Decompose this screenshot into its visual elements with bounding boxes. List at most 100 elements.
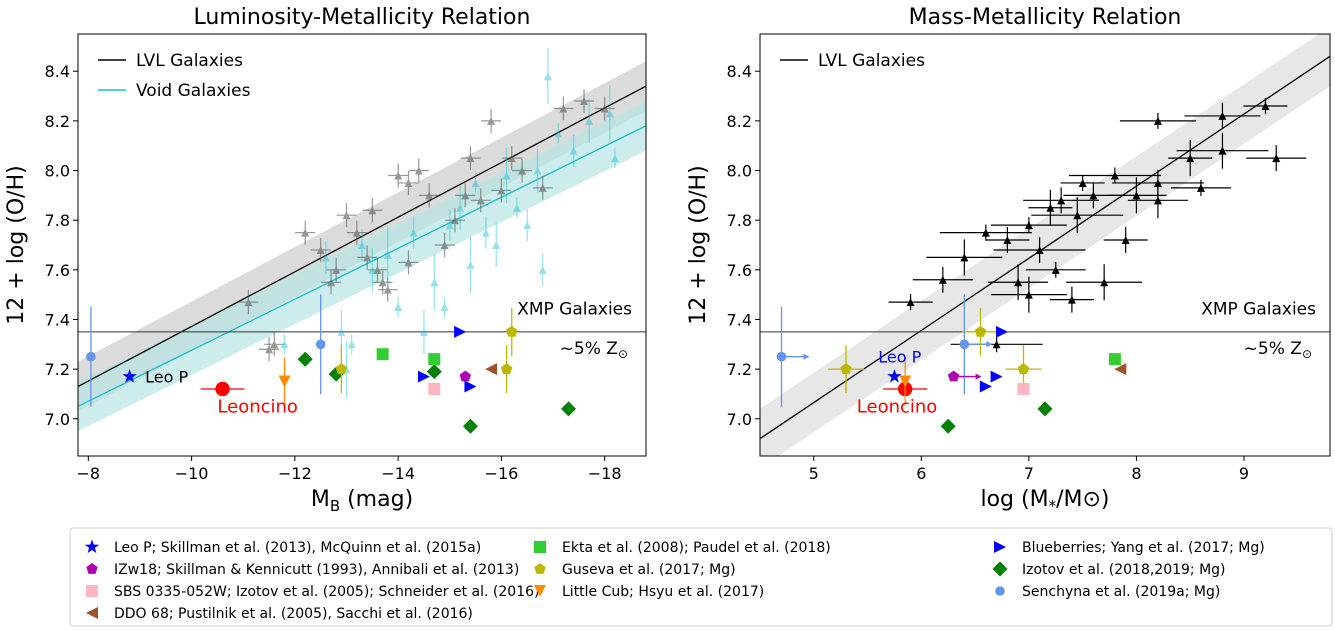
axes-frame bbox=[759, 33, 1331, 457]
lvl-point bbox=[990, 217, 1067, 234]
lvl-marker bbox=[440, 241, 449, 249]
special-marker-shape bbox=[454, 325, 467, 338]
shared-legend-marker-shape bbox=[994, 541, 1006, 553]
lvl-marker bbox=[1218, 146, 1227, 155]
lvl-point bbox=[926, 239, 1003, 276]
special-marker-shape bbox=[561, 401, 577, 417]
void-marker bbox=[492, 241, 501, 249]
annotation-xmp: XMP Galaxies bbox=[517, 300, 632, 320]
lvl-marker-shape bbox=[1153, 196, 1162, 205]
lvl-point bbox=[912, 266, 973, 293]
lvl-marker bbox=[466, 154, 475, 163]
lvl-point bbox=[939, 224, 1032, 241]
lvl-point bbox=[259, 337, 280, 362]
shared-legend-label: Ekta et al. (2008); Paudel et al. (2018) bbox=[562, 540, 831, 556]
lvl-marker bbox=[497, 186, 506, 195]
lvl-marker bbox=[404, 178, 413, 187]
shared-legend-marker bbox=[992, 561, 1008, 577]
x-tick-label: 9 bbox=[1239, 464, 1249, 483]
void-marker bbox=[337, 327, 346, 336]
void-marker-shape bbox=[358, 241, 366, 249]
special-point-blueberries bbox=[995, 325, 1008, 338]
special-point-izotov-2018 bbox=[561, 401, 577, 417]
lvl-marker-shape bbox=[270, 340, 279, 349]
lvl-marker-shape bbox=[1051, 265, 1060, 274]
lvl-marker bbox=[1186, 154, 1195, 163]
lvl-marker bbox=[1272, 154, 1281, 163]
void-marker-shape bbox=[533, 166, 542, 175]
lvl-marker bbox=[1078, 178, 1087, 187]
lvl-marker-shape bbox=[327, 278, 336, 287]
special-marker-shape bbox=[979, 380, 992, 393]
lvl-marker bbox=[1089, 191, 1098, 200]
special-marker-shape bbox=[428, 382, 441, 395]
special-marker bbox=[485, 363, 498, 376]
special-marker-shape bbox=[417, 370, 430, 383]
lvl-point bbox=[1031, 197, 1124, 234]
void-point bbox=[321, 241, 330, 274]
void-marker-shape bbox=[611, 154, 620, 163]
void-marker bbox=[358, 241, 366, 249]
shared-legend-label: IZw18; Skillman & Kennicutt (1993), Anni… bbox=[114, 562, 519, 578]
lvl-marker-shape bbox=[1035, 245, 1044, 254]
void-point bbox=[605, 85, 614, 142]
special-marker bbox=[1114, 363, 1127, 376]
shared-legend-label: Guseva et al. (2017; Mg) bbox=[562, 562, 736, 578]
lvl-marker bbox=[383, 285, 392, 294]
lvl-marker bbox=[1100, 278, 1109, 287]
special-marker bbox=[454, 325, 467, 338]
special-point-ddo-68 bbox=[485, 363, 498, 376]
void-point bbox=[419, 309, 428, 354]
chart-title: Luminosity-Metallicity Relation bbox=[194, 5, 531, 30]
special-marker-shape bbox=[506, 325, 518, 337]
lvl-point bbox=[1066, 264, 1143, 301]
special-marker bbox=[459, 370, 471, 382]
special-point-senchyna bbox=[86, 306, 96, 407]
lvl-marker-shape bbox=[466, 154, 475, 163]
lvl-marker bbox=[414, 166, 423, 175]
lvl-marker-shape bbox=[404, 258, 413, 267]
special-marker-shape bbox=[995, 325, 1008, 338]
void-marker-shape bbox=[585, 116, 594, 125]
shared-legend-marker-shape bbox=[86, 563, 98, 574]
y-tick-label: 7.6 bbox=[727, 261, 752, 280]
lvl-marker bbox=[600, 104, 609, 113]
special-point-izotov-2018 bbox=[940, 418, 956, 434]
x-tick-label: −16 bbox=[485, 464, 519, 483]
void-marker-shape bbox=[383, 250, 392, 259]
special-marker bbox=[215, 381, 230, 397]
x-axis-label-unit: (mag) bbox=[340, 487, 413, 512]
special-marker bbox=[995, 325, 1008, 338]
lvl-marker-shape bbox=[440, 241, 449, 249]
lvl-marker-shape bbox=[378, 278, 387, 287]
lvl-marker bbox=[368, 206, 377, 215]
lvl-point bbox=[1127, 182, 1188, 219]
special-marker-shape bbox=[947, 370, 960, 382]
shared-legend-marker-shape bbox=[534, 585, 546, 597]
void-marker-shape bbox=[456, 203, 465, 212]
lvl-marker-shape bbox=[476, 196, 485, 205]
void-marker bbox=[481, 228, 490, 237]
special-marker-shape bbox=[278, 375, 291, 388]
lvl-marker-shape bbox=[1272, 154, 1281, 163]
void-marker bbox=[466, 260, 475, 269]
shared-legend-label: Izotov et al. (2018,2019; Mg) bbox=[1022, 562, 1226, 578]
lvl-marker bbox=[518, 166, 527, 175]
x-axis-label-unit: /M⊙) bbox=[1056, 487, 1109, 512]
void-marker-shape bbox=[471, 178, 480, 187]
special-marker bbox=[500, 363, 513, 374]
special-point-blueberries bbox=[979, 380, 992, 393]
lvl-marker-shape bbox=[363, 253, 372, 262]
x-axis-label-main: M bbox=[311, 487, 330, 512]
lvl-point bbox=[310, 237, 331, 262]
lvl-point bbox=[326, 257, 347, 282]
lvl-point bbox=[264, 332, 285, 357]
lvl-marker bbox=[507, 154, 516, 163]
lvl-point bbox=[1023, 187, 1100, 214]
void-marker bbox=[538, 265, 547, 274]
void-point bbox=[585, 98, 594, 143]
lvl-marker bbox=[450, 216, 459, 225]
void-point bbox=[445, 209, 454, 242]
void-marker bbox=[611, 154, 620, 163]
lvl-point bbox=[295, 220, 316, 245]
